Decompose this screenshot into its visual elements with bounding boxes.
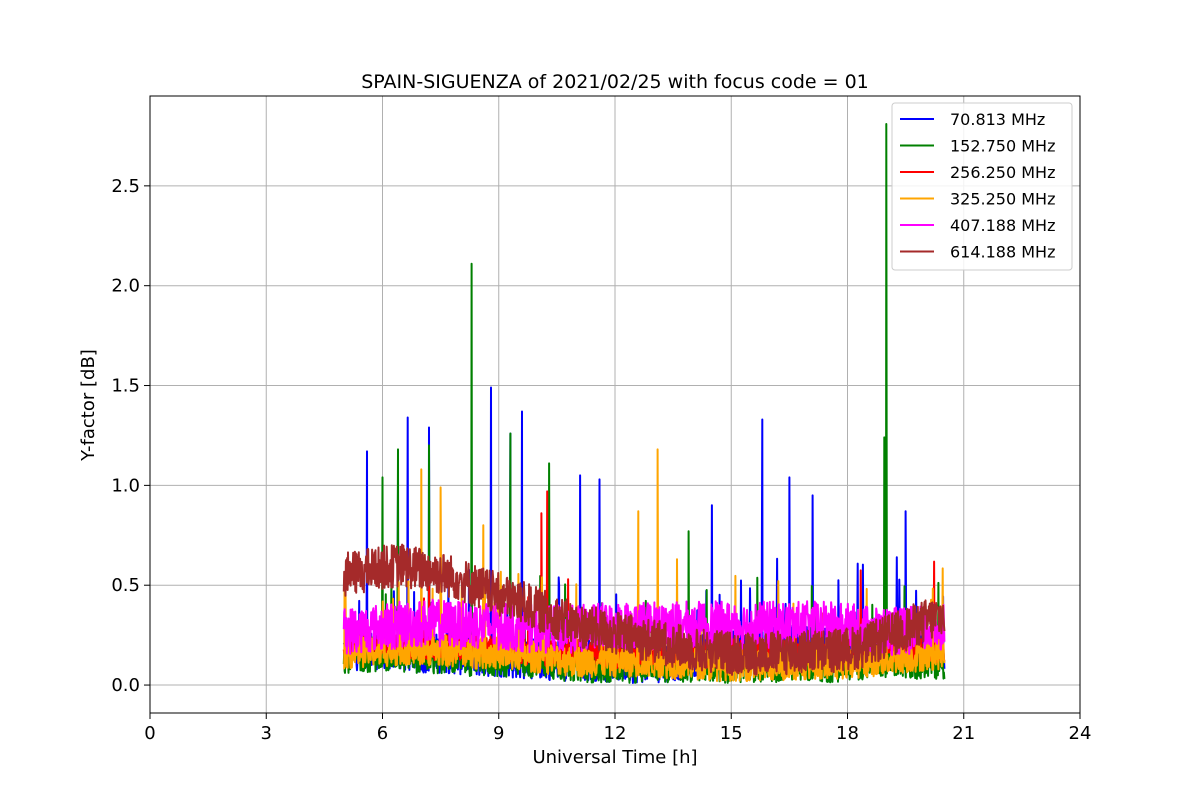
legend-box [891,102,1073,271]
x-tick-label: 6 [377,723,388,744]
x-tick-label: 15 [720,723,743,744]
y-tick-label: 2.0 [111,276,140,297]
y-axis-label: Y-factor [dB] [78,349,99,462]
legend-label: 256.250 MHz [950,163,1055,182]
legend: 70.813 MHz 152.750 MHz 256.250 MHz 325.250 … [891,102,1073,271]
x-tick-label: 0 [144,723,155,744]
x-tick-label: 21 [952,723,975,744]
legend-label: 152.750 MHz [950,137,1055,156]
legend-label: 70.813 MHz [950,110,1045,129]
legend-label: 325.250 MHz [950,190,1055,209]
y-tick-label: 1.5 [111,376,140,397]
y-tick-label: 1.0 [111,475,140,496]
y-tick-label: 0.0 [111,675,140,696]
x-tick-label: 18 [836,723,859,744]
x-ticks: 0 3 6 9 12 15 18 21 24 [144,713,1091,744]
x-tick-label: 24 [1069,723,1092,744]
chart-title: SPAIN-SIGUENZA of 2021/02/25 with focus … [361,71,869,93]
y-tick-label: 2.5 [111,176,140,197]
series-line [342,543,946,676]
y-ticks: 0.0 0.5 1.0 1.5 2.0 2.5 [111,176,150,696]
x-tick-label: 9 [493,723,504,744]
legend-label: 407.188 MHz [950,216,1055,235]
y-tick-label: 0.5 [111,575,140,596]
x-axis-label: Universal Time [h] [532,747,697,768]
x-tick-label: 3 [261,723,272,744]
x-tick-label: 12 [604,723,627,744]
series-group [342,123,946,684]
legend-label: 614.188 MHz [950,243,1055,262]
